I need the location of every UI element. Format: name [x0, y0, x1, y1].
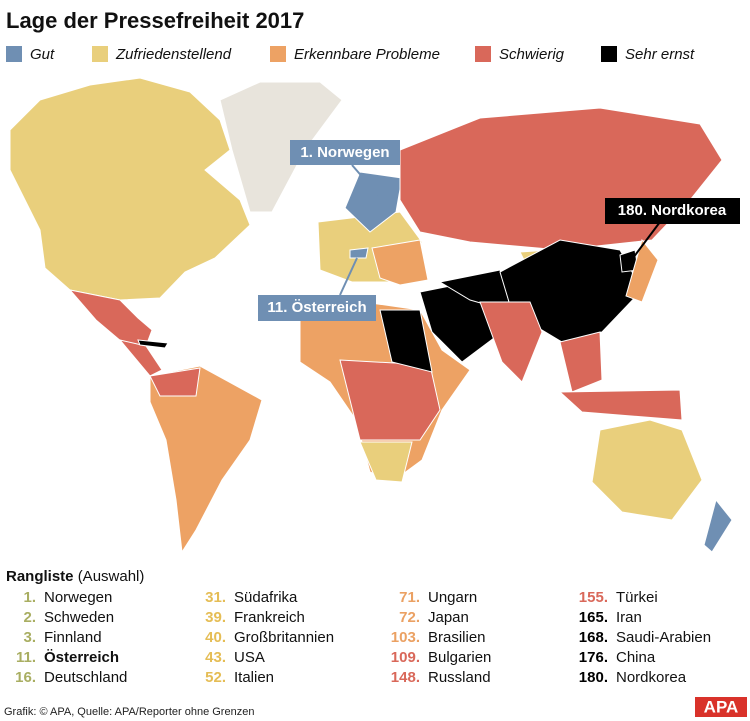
world-map [9, 77, 733, 554]
rank: 52. [205, 669, 226, 686]
india [479, 301, 543, 383]
egypt-sudan [379, 309, 433, 373]
leader-line [629, 221, 661, 263]
indonesia [558, 389, 683, 421]
callout-box [290, 140, 400, 165]
ranking: 1. Norwegen 2. Schweden 3. Finnland 11. Österre… [15, 589, 711, 686]
north-america [9, 77, 251, 301]
legend-label: Gut [30, 46, 55, 63]
source: Grafik: © APA, Quelle: APA/Reporter ohne… [4, 706, 254, 718]
rank: 2. [23, 609, 36, 626]
rank: 40. [205, 629, 226, 646]
country: Schweden [44, 609, 114, 626]
rank: 72. [399, 609, 420, 626]
country: Österreich [44, 649, 119, 666]
callouts: 1. Norwegen 11. Österreich 180. Nordkore… [258, 140, 740, 321]
rank: 103. [391, 629, 420, 646]
central-africa [339, 359, 441, 441]
rank: 16. [15, 669, 36, 686]
country: Deutschland [44, 669, 127, 686]
rank: 43. [205, 649, 226, 666]
callout-box [258, 295, 376, 321]
country: Iran [616, 609, 642, 626]
rank: 165. [579, 609, 608, 626]
russia [399, 107, 723, 251]
scandinavia [344, 171, 403, 233]
legend: Gut Zufriedenstellend Erkennbare Probleme S… [6, 46, 695, 63]
country: Ungarn [428, 589, 477, 606]
rank: 39. [205, 609, 226, 626]
country: Türkei [616, 589, 658, 606]
legend-label: Zufriedenstellend [115, 46, 232, 63]
rank: 31. [205, 589, 226, 606]
rank: 11. [16, 649, 36, 666]
southern-africa [359, 441, 413, 483]
country: USA [234, 649, 265, 666]
country: Japan [428, 609, 469, 626]
callout-box [605, 198, 740, 224]
new-zealand [703, 498, 733, 553]
japan [625, 238, 659, 303]
callout-label: 180. Nordkorea [618, 202, 727, 219]
logo-box [695, 697, 747, 717]
country: Italien [234, 669, 274, 686]
legend-swatch [6, 46, 22, 62]
country: Norwegen [44, 589, 112, 606]
country: Russland [428, 669, 491, 686]
rank: 71. [399, 589, 420, 606]
country: Bulgarien [428, 649, 491, 666]
venezuela [149, 367, 201, 397]
legend-swatch [92, 46, 108, 62]
country: Großbritannien [234, 629, 334, 646]
callout-label: 11. Österreich [267, 299, 366, 316]
australia [591, 419, 703, 521]
country: China [616, 649, 656, 666]
central-america [118, 339, 163, 377]
title: Lage der Pressefreiheit 2017 [6, 8, 304, 33]
south-america [149, 365, 263, 554]
legend-swatch [270, 46, 286, 62]
rank: 176. [579, 649, 608, 666]
country: Brasilien [428, 629, 486, 646]
legend-label: Schwierig [499, 46, 565, 63]
rank: 3. [23, 629, 36, 646]
austria [349, 247, 369, 259]
rank: 155. [579, 589, 608, 606]
ranking-title: Rangliste (Auswahl) [6, 568, 144, 585]
country: Nordkorea [616, 669, 687, 686]
legend-swatch [601, 46, 617, 62]
rank: 180. [579, 669, 608, 686]
rank: 168. [579, 629, 608, 646]
ranking-heading: Rangliste [6, 568, 74, 585]
southeast-asia [559, 331, 603, 393]
legend-swatch [475, 46, 491, 62]
mexico [68, 289, 153, 347]
rank: 109. [391, 649, 420, 666]
leader-line [351, 164, 379, 196]
callout-label: 1. Norwegen [300, 144, 389, 161]
country: Finnland [44, 629, 102, 646]
country: Südafrika [234, 589, 298, 606]
country: Frankreich [234, 609, 305, 626]
eastern-europe [371, 239, 429, 286]
ranking-subheading: (Auswahl) [78, 568, 145, 585]
rank: 1. [23, 589, 36, 606]
leader-line [339, 257, 358, 296]
legend-label: Sehr ernst [625, 46, 695, 63]
legend-label: Erkennbare Probleme [294, 46, 440, 63]
rank: 148. [391, 669, 420, 686]
logo: APA [704, 697, 739, 716]
country: Saudi-Arabien [616, 629, 711, 646]
cuba [137, 339, 169, 349]
